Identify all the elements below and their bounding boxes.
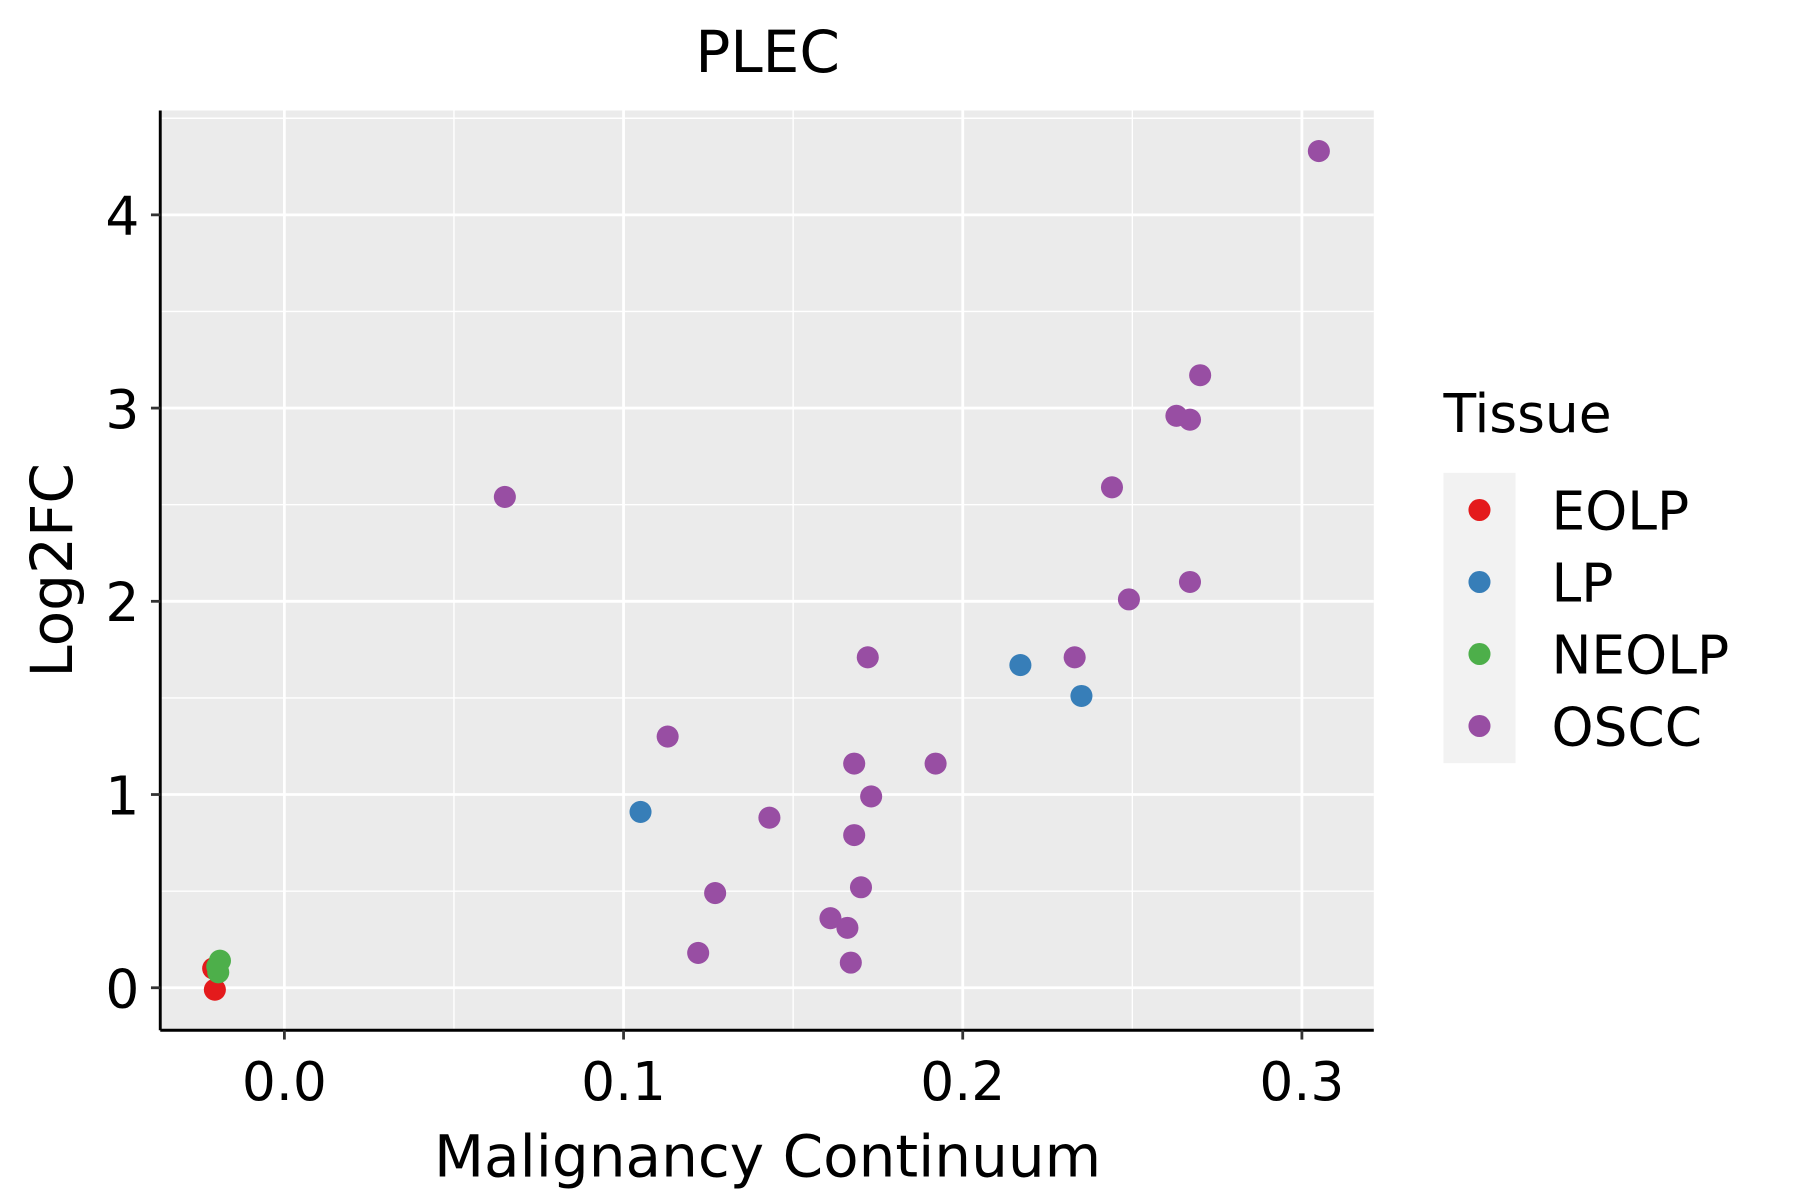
legend-key-eolp xyxy=(1468,498,1491,522)
data-point-oscc xyxy=(836,916,859,939)
x-tick-label: 0.3 xyxy=(1259,1050,1344,1113)
y-tick-label: 1 xyxy=(105,764,139,827)
data-point-lp xyxy=(1009,654,1032,677)
data-point-oscc xyxy=(1100,476,1123,499)
y-tick-label: 2 xyxy=(105,571,139,634)
data-point-oscc xyxy=(860,785,883,808)
legend: Tissue EOLP LP NEOLP OSCC xyxy=(1442,382,1729,764)
data-point-lp xyxy=(629,800,652,823)
data-point-oscc xyxy=(493,485,516,508)
data-point-oscc xyxy=(656,725,679,748)
legend-label-eolp: EOLP xyxy=(1551,480,1689,543)
legend-key-oscc xyxy=(1468,714,1491,738)
data-point-oscc xyxy=(819,907,842,930)
plot-panel xyxy=(160,110,1374,1031)
data-point-oscc xyxy=(843,752,866,775)
data-point-oscc xyxy=(1189,364,1212,387)
data-point-oscc xyxy=(924,752,947,775)
data-point-oscc xyxy=(1117,588,1140,611)
data-point-oscc xyxy=(849,876,873,899)
legend-key-background xyxy=(1443,472,1516,764)
legend-key-lp xyxy=(1468,570,1491,594)
data-point-oscc xyxy=(1307,140,1330,163)
y-tick-label: 4 xyxy=(105,185,139,248)
y-axis-label: Log2FC xyxy=(18,463,86,678)
data-point-oscc xyxy=(843,824,866,847)
data-points xyxy=(202,140,1330,1001)
data-point-oscc xyxy=(687,941,710,965)
data-point-lp xyxy=(1070,684,1093,708)
y-tick-label: 0 xyxy=(105,957,139,1020)
grid-lines xyxy=(160,110,1374,1031)
x-tick-label: 0.0 xyxy=(242,1050,327,1113)
data-point-oscc xyxy=(758,806,781,829)
data-point-eolp xyxy=(203,978,226,1001)
data-point-oscc xyxy=(704,882,727,905)
x-tick-label: 0.1 xyxy=(581,1050,666,1113)
y-tick-label: 3 xyxy=(105,378,139,441)
legend-label-oscc: OSCC xyxy=(1551,696,1702,759)
chart-title: PLEC xyxy=(695,18,840,86)
data-point-oscc xyxy=(1178,570,1202,594)
data-point-oscc xyxy=(856,646,879,669)
legend-key-neolp xyxy=(1468,642,1491,666)
legend-label-neolp: NEOLP xyxy=(1551,624,1729,687)
x-axis-label: Malignancy Continuum xyxy=(434,1123,1101,1191)
data-point-oscc xyxy=(1063,646,1086,669)
x-tick-label: 0.2 xyxy=(920,1050,1005,1113)
legend-title: Tissue xyxy=(1442,382,1611,445)
data-point-oscc xyxy=(839,951,862,974)
legend-label-lp: LP xyxy=(1551,552,1613,615)
data-point-oscc xyxy=(1178,408,1202,431)
data-point-neolp xyxy=(206,955,229,978)
axis-ticks: 0.0 0.1 0.2 0.3 0 1 2 3 4 xyxy=(105,185,1344,1113)
